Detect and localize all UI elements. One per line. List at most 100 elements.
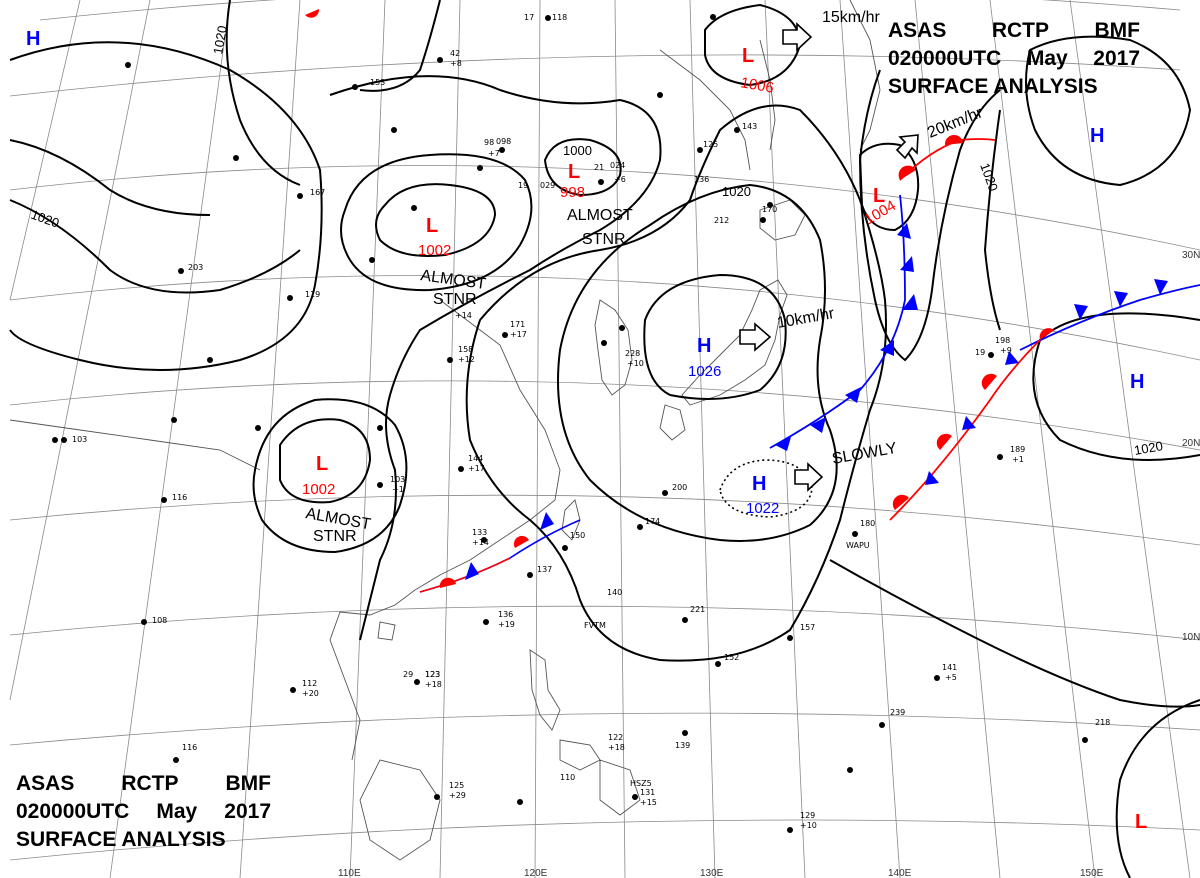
station-value: +9	[1000, 346, 1012, 355]
station-value: 98	[484, 138, 494, 147]
isobar-east-high	[1025, 35, 1192, 187]
warm-pip	[981, 373, 997, 390]
lon-150e	[989, 0, 1096, 878]
station-value: 110	[560, 773, 575, 782]
station-value: +17	[510, 330, 527, 339]
warm-pip	[305, 9, 320, 18]
lon-label-110e: 110E	[338, 868, 361, 878]
station-value: 152	[724, 653, 739, 662]
cold-pip	[900, 256, 914, 272]
header-year: 2017	[1093, 47, 1140, 70]
high-northwest-letter: H	[26, 28, 40, 50]
cold-pip	[465, 562, 479, 580]
station-value: +14	[472, 538, 489, 547]
isobar-label: 1020	[722, 184, 751, 199]
station-value: 218	[1095, 718, 1110, 727]
station-code: FVTM	[584, 621, 606, 630]
station-value: +12	[458, 355, 475, 364]
header-time: 020000UTC	[888, 47, 1002, 70]
warm-pip	[892, 494, 909, 510]
high-northeast-letter: H	[1090, 125, 1104, 147]
station-value: +29	[449, 791, 466, 800]
header-title: SURFACE ANALYSIS	[16, 828, 226, 851]
station-value: 112	[302, 679, 317, 688]
station-value: 136	[694, 175, 709, 184]
station-value: 144	[468, 454, 483, 463]
station-value: 123	[425, 670, 440, 679]
station-value: 129	[800, 811, 815, 820]
isobar-998-ring	[543, 138, 622, 197]
station-code: WAPU	[846, 541, 870, 550]
high-1026-value: 1026	[688, 363, 721, 380]
station-value: +18	[425, 680, 442, 689]
isobars	[9, 0, 1200, 878]
station-value: 189	[1010, 445, 1025, 454]
station-value: 118	[552, 13, 567, 22]
warm-pip	[1039, 328, 1054, 340]
almost-stnr-2-line2: STNR	[433, 291, 477, 308]
cold-pip	[810, 417, 826, 433]
isobar-labels: 1020 1020 1020 1020 1020 1000	[29, 24, 1164, 458]
lat-25n	[9, 275, 1200, 361]
high-1022-value: 1022	[746, 500, 779, 517]
station-value: 174	[645, 517, 660, 526]
isobar-high-center-inner	[643, 273, 787, 400]
isobar-label: 1000	[563, 143, 592, 158]
station-value: 198	[995, 336, 1010, 345]
low-1006-value: 1006	[739, 74, 775, 97]
speed-15-label: 15km/hr	[822, 9, 880, 26]
header-year: 2017	[224, 800, 271, 823]
front-symbols	[305, 9, 1168, 588]
station-value: 19	[518, 181, 528, 190]
station-value: 141	[942, 663, 957, 672]
isobar-west-1020	[9, 199, 301, 294]
graticule	[9, 0, 1200, 878]
station-value: 116	[182, 743, 197, 752]
header-station: RCTP	[991, 19, 1050, 42]
lat-15n	[9, 494, 1200, 546]
station-value: +10	[800, 821, 817, 830]
station-value: 17	[524, 13, 534, 22]
japan-honshu	[681, 279, 788, 406]
chart-header-top-right: ASAS RCTP BMF 020000UTC May 2017 SURFACE…	[888, 17, 1140, 101]
station-value: 024	[610, 161, 625, 170]
warm-pip	[439, 577, 456, 588]
low-1002-south-letter: L	[316, 453, 328, 475]
lat-label-20n: 20N	[1182, 438, 1200, 449]
station-value: 42	[450, 49, 460, 58]
lon-100e	[109, 0, 231, 878]
lat-20n	[9, 380, 1200, 451]
header-line-2: 020000UTC May 2017	[888, 45, 1140, 73]
low-1004-letter: L	[873, 185, 885, 207]
station-value: 221	[690, 605, 705, 614]
isobar-label: 1020	[977, 161, 1001, 193]
cold-pip	[1154, 279, 1168, 295]
lon-125e	[614, 0, 626, 878]
isobar-north-top	[359, 0, 441, 92]
almost-stnr-1-line2: STNR	[582, 231, 626, 248]
chart-header-bottom-left: ASAS RCTP BMF 020000UTC May 2017 SURFACE…	[16, 770, 271, 854]
korea	[594, 299, 633, 396]
station-value: 212	[714, 216, 729, 225]
lon-label-150e: 150E	[1080, 868, 1104, 878]
isobar-west-top	[225, 0, 301, 186]
header-line-1: ASAS RCTP BMF	[888, 17, 1140, 45]
station-value: 228	[625, 349, 640, 358]
isobar-east-trough	[858, 69, 1001, 362]
warm-pip	[898, 165, 916, 180]
cold-pip	[880, 340, 894, 356]
header-time: 020000UTC	[16, 800, 130, 823]
isobar-low-north-inner	[375, 183, 497, 257]
station-value: +18	[608, 743, 625, 752]
lat-5n	[9, 712, 1200, 746]
cold-pip	[1005, 351, 1019, 365]
station-value: 171	[510, 320, 525, 329]
lat-label-30n: 30N	[1182, 250, 1200, 261]
station-value: 19	[975, 348, 985, 357]
warm-pip	[944, 134, 963, 145]
station-value: 150	[570, 531, 585, 540]
lon-105e	[239, 0, 301, 878]
lon-90e	[9, 0, 151, 701]
pressure-lows: L 998 L 1002 L 1002 L 1006 L 1004 L	[302, 45, 1147, 833]
